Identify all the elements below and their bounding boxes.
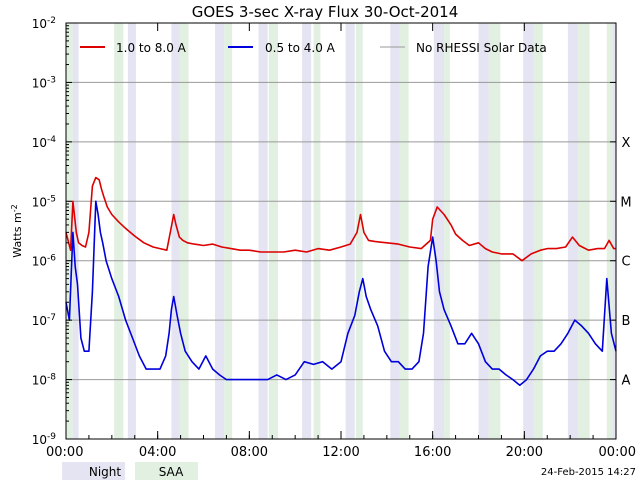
y-axis-label: Watts m-2 (10, 204, 24, 257)
x-tick-label: 16:00 (414, 445, 451, 460)
saa-band (488, 23, 501, 439)
legend-label-long: 1.0 to 8.0 A (116, 41, 187, 55)
night-band (523, 23, 534, 439)
x-tick-label: 04:00 (139, 445, 176, 460)
y-tick-label: 10-6 (32, 254, 57, 269)
night-key-swatch (62, 462, 125, 480)
x-tick-label: 00:00 (46, 445, 83, 460)
night-band (390, 23, 400, 439)
y-tick-label: 10-4 (32, 135, 57, 150)
saa-band (578, 23, 590, 439)
x-tick-label: 20:00 (506, 445, 543, 460)
y-tick-label: 10-9 (32, 432, 57, 447)
legend-label-short: 0.5 to 4.0 A (265, 41, 336, 55)
generated-timestamp: 24-Feb-2015 14:27 (541, 467, 636, 478)
night-band (433, 23, 445, 439)
saa-band (399, 23, 409, 439)
y-tick-label: 10-2 (32, 16, 56, 31)
saa-key-label: SAA (159, 465, 184, 479)
saa-band (114, 23, 124, 439)
saa-band (224, 23, 233, 439)
series-line-short-wavelength (65, 200, 617, 387)
night-band (127, 23, 136, 439)
night-band (258, 23, 268, 439)
flare-class-label: M (620, 195, 631, 210)
night-band (214, 23, 225, 439)
legend: 1.0 to 8.0 A 0.5 to 4.0 A No RHESSI Sola… (80, 41, 547, 55)
chart-title: GOES 3-sec X-ray Flux 30-Oct-2014 (192, 3, 459, 21)
night-band (478, 23, 489, 439)
bands-layer (66, 23, 616, 439)
y-tick-label: 10-8 (32, 373, 57, 388)
y-tick-label: 10-7 (32, 313, 56, 328)
series-layer (65, 176, 617, 387)
grid-layer (66, 81, 616, 381)
axes-layer: 10-2 10-3 10-4 10-5 10-6 10-7 10-8 10-9 X M C B A 00:… (32, 16, 636, 460)
saa-band (533, 23, 543, 439)
legend-label-rhessi: No RHESSI Solar Data (416, 41, 547, 55)
flare-class-label: C (621, 255, 630, 270)
y-axis-label-text: Watts m (11, 212, 24, 257)
night-band (302, 23, 312, 439)
saa-band (179, 23, 189, 439)
y-tick-label: 10-3 (32, 75, 56, 90)
flare-class-label: A (622, 374, 631, 389)
flare-class-label: B (622, 314, 631, 329)
saa-band (268, 23, 278, 439)
y-tick-label: 10-5 (32, 194, 56, 209)
x-tick-label: 12:00 (322, 445, 359, 460)
series-line-long-wavelength (65, 176, 616, 262)
night-band (612, 23, 616, 439)
y-axis-label-exponent: -2 (10, 204, 19, 212)
saa-band (313, 23, 321, 439)
saa-band (66, 23, 73, 439)
flare-class-label: X (622, 136, 631, 151)
x-tick-label: 00:00 (599, 445, 636, 460)
night-band (345, 23, 355, 439)
night-band (567, 23, 579, 439)
saa-band (355, 23, 363, 439)
saa-key-swatch (135, 462, 198, 480)
night-band (171, 23, 180, 439)
saa-band (606, 23, 613, 439)
night-key-label: Night (89, 465, 122, 479)
x-tick-label: 08:00 (231, 445, 268, 460)
saa-band (444, 23, 450, 439)
